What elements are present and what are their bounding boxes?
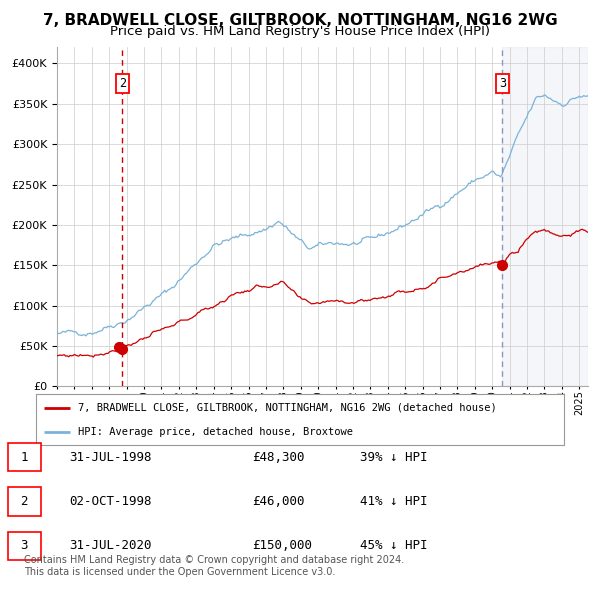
Text: 7, BRADWELL CLOSE, GILTBROOK, NOTTINGHAM, NG16 2WG (detached house): 7, BRADWELL CLOSE, GILTBROOK, NOTTINGHAM… [78,402,497,412]
Text: 31-JUL-2020: 31-JUL-2020 [69,539,151,552]
Text: £46,000: £46,000 [252,495,305,508]
Text: 2: 2 [20,495,28,508]
Text: 3: 3 [499,77,506,90]
Text: Price paid vs. HM Land Registry's House Price Index (HPI): Price paid vs. HM Land Registry's House … [110,25,490,38]
Text: 31-JUL-1998: 31-JUL-1998 [69,451,151,464]
Bar [502,47,588,386]
Text: Contains HM Land Registry data © Crown copyright and database right 2024.
This d: Contains HM Land Registry data © Crown c… [24,555,404,577]
Text: £48,300: £48,300 [252,451,305,464]
Text: £150,000: £150,000 [252,539,312,552]
Text: 39% ↓ HPI: 39% ↓ HPI [360,451,427,464]
Text: 02-OCT-1998: 02-OCT-1998 [69,495,151,508]
FancyBboxPatch shape [36,394,564,445]
Text: 1: 1 [20,451,28,464]
Text: 45% ↓ HPI: 45% ↓ HPI [360,539,427,552]
Text: 41% ↓ HPI: 41% ↓ HPI [360,495,427,508]
Text: 7, BRADWELL CLOSE, GILTBROOK, NOTTINGHAM, NG16 2WG: 7, BRADWELL CLOSE, GILTBROOK, NOTTINGHAM… [43,13,557,28]
Text: HPI: Average price, detached house, Broxtowe: HPI: Average price, detached house, Brox… [78,428,353,437]
Text: 2: 2 [119,77,126,90]
Text: 3: 3 [20,539,28,552]
